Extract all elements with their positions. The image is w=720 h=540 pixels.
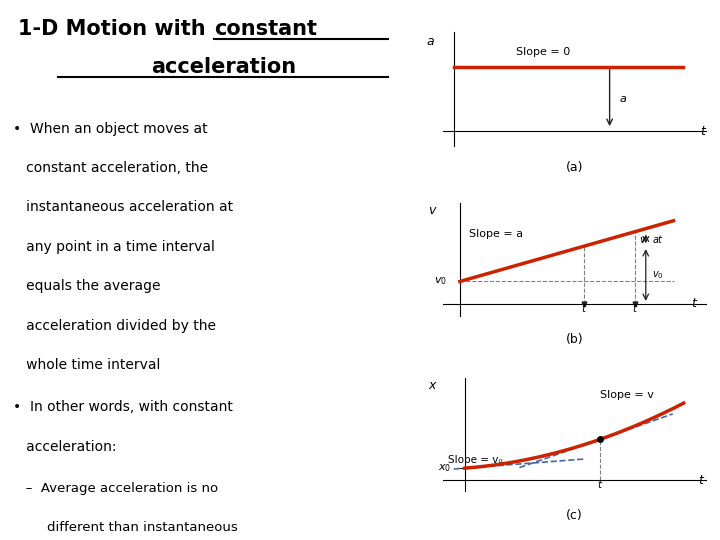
Text: constant acceleration, the: constant acceleration, the (14, 161, 209, 175)
Text: $t$: $t$ (698, 474, 705, 487)
Text: $v$: $v$ (428, 204, 438, 217)
Point (384, 73, 392, 80)
Text: $at$: $at$ (652, 233, 665, 245)
Text: $t$: $t$ (700, 125, 707, 138)
Point (54, 73, 63, 80)
Text: equals the average: equals the average (14, 279, 161, 293)
Text: Slope = v₀: Slope = v₀ (448, 455, 503, 465)
Text: $t$: $t$ (580, 302, 587, 314)
Text: $t$: $t$ (691, 297, 698, 310)
Text: (c): (c) (566, 509, 582, 522)
Text: any point in a time interval: any point in a time interval (14, 240, 215, 254)
Text: $v_0$: $v_0$ (652, 269, 664, 281)
Text: (a): (a) (565, 161, 583, 174)
Point (384, 36, 392, 42)
Text: $x_0$: $x_0$ (438, 462, 451, 474)
Text: $a$: $a$ (426, 35, 435, 48)
Text: $v$: $v$ (639, 235, 647, 245)
Text: Slope = a: Slope = a (469, 228, 523, 239)
Text: whole time interval: whole time interval (14, 358, 161, 372)
Text: acceleration: acceleration (150, 57, 296, 77)
Point (210, 36, 219, 42)
Text: •  In other words, with constant: • In other words, with constant (14, 400, 233, 414)
Text: acceleration:: acceleration: (14, 440, 117, 454)
Text: –  Average acceleration is no: – Average acceleration is no (14, 482, 218, 495)
Text: $a$: $a$ (618, 94, 627, 104)
Text: Slope = v: Slope = v (600, 390, 654, 401)
Text: •  When an object moves at: • When an object moves at (14, 122, 208, 136)
Text: $t$: $t$ (632, 302, 639, 314)
Text: 1-D Motion with: 1-D Motion with (18, 19, 212, 39)
Text: (b): (b) (565, 333, 583, 346)
Text: $x$: $x$ (428, 379, 438, 392)
Text: acceleration divided by the: acceleration divided by the (14, 319, 217, 333)
Text: different than instantaneous: different than instantaneous (14, 521, 238, 534)
Text: $t$: $t$ (598, 478, 603, 490)
Text: constant: constant (215, 19, 318, 39)
Text: Slope = 0: Slope = 0 (516, 47, 571, 57)
Text: $v_0$: $v_0$ (434, 275, 447, 287)
Text: instantaneous acceleration at: instantaneous acceleration at (14, 200, 233, 214)
